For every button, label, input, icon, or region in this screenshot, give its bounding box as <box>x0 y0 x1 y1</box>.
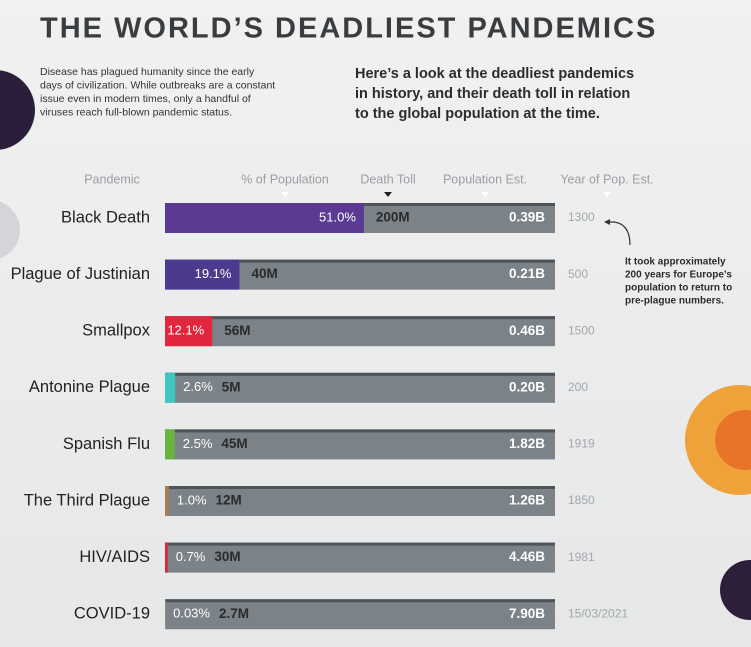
bar-top-edge <box>165 542 555 546</box>
death-toll-label: 12M <box>216 493 242 508</box>
category-label: Smallpox <box>82 322 151 340</box>
bar-top-edge <box>165 599 555 603</box>
bar-background <box>165 429 555 460</box>
annotation: It took approximately 200 years for Europ… <box>625 257 732 307</box>
column-header: Pandemic <box>84 172 140 186</box>
bar <box>165 429 175 460</box>
subtitle-line: issue even in modern times, only a handf… <box>40 93 251 105</box>
bar <box>165 259 240 290</box>
bar-top-edge <box>165 259 555 263</box>
death-toll-label: 30M <box>214 549 240 564</box>
population-label: 4.46B <box>509 549 545 564</box>
population-label: 0.39B <box>509 210 545 225</box>
percent-label: 51.0% <box>319 209 356 224</box>
population-label: 0.21B <box>509 266 545 281</box>
year-label: 200 <box>568 380 588 394</box>
row: Antonine Plague 2.6% 5M 0.20B 200 <box>29 372 588 403</box>
row: Black Death 51.0% 200M 0.39B 1300 <box>61 203 595 233</box>
population-label: 7.90B <box>509 606 545 621</box>
bar-top-edge <box>165 429 555 433</box>
annotation-line: pre-plague numbers. <box>625 296 724 307</box>
description: Here’s a look at the deadliest pandemics… <box>355 66 634 122</box>
death-toll-label: 56M <box>224 323 250 338</box>
percent-label: 0.7% <box>176 549 206 564</box>
death-toll-label: 5M <box>222 379 241 394</box>
percent-label: 2.5% <box>183 436 213 451</box>
bar-background <box>165 372 555 403</box>
bar <box>165 486 169 516</box>
annotation-line: It took approximately <box>625 257 726 268</box>
row: Smallpox 12.1% 56M 0.46B 1500 <box>82 316 595 347</box>
rows: Black Death 51.0% 200M 0.39B 1300 Plague of J… <box>11 203 628 630</box>
death-toll-label: 2.7M <box>219 606 249 621</box>
subtitle-line: Disease has plagued humanity since the e… <box>40 66 255 78</box>
percent-label: 2.6% <box>183 379 213 394</box>
column-header: Population Est. <box>443 172 527 186</box>
population-label: 1.82B <box>509 436 545 451</box>
bar-background <box>165 542 555 573</box>
percent-label: 1.0% <box>177 492 207 507</box>
year-label: 500 <box>568 267 588 281</box>
bar-top-edge <box>165 372 555 376</box>
bar <box>165 372 176 403</box>
subtitle-line: viruses reach full-blown pandemic status… <box>40 106 232 118</box>
category-label: HIV/AIDS <box>79 548 150 566</box>
column-header: % of Population <box>241 172 329 186</box>
year-label: 1981 <box>568 550 595 564</box>
percent-label: 12.1% <box>167 323 204 338</box>
category-label: Black Death <box>61 208 150 226</box>
population-label: 1.26B <box>509 493 545 508</box>
year-label: 1500 <box>568 323 595 337</box>
row: HIV/AIDS 0.7% 30M 4.46B 1981 <box>79 542 595 573</box>
bar-top-edge <box>165 486 555 489</box>
bar-background <box>165 486 555 516</box>
sort-indicator <box>384 192 392 197</box>
bar <box>165 599 166 630</box>
death-toll-label: 45M <box>221 436 247 451</box>
description-line: Here’s a look at the deadliest pandemics <box>355 66 634 82</box>
death-toll-label: 200M <box>376 210 410 225</box>
year-label: 1850 <box>568 493 595 507</box>
category-label: Antonine Plague <box>29 378 150 396</box>
population-label: 0.46B <box>509 323 545 338</box>
row: The Third Plague 1.0% 12M 1.26B 1850 <box>24 486 595 516</box>
annotation-arrow <box>606 221 631 246</box>
row: Plague of Justinian 19.1% 40M 0.21B 500 <box>11 259 588 290</box>
category-label: COVID-19 <box>74 605 150 623</box>
year-label: 1919 <box>568 437 595 451</box>
bar <box>165 316 213 347</box>
category-label: The Third Plague <box>24 491 150 509</box>
row: Spanish Flu 2.5% 45M 1.82B 1919 <box>63 429 595 460</box>
sort-indicator <box>603 192 611 197</box>
sort-indicator <box>281 192 289 197</box>
subtitle-line: days of civilization. While outbreaks ar… <box>40 79 275 91</box>
bar <box>165 542 168 573</box>
bar-top-edge <box>165 316 555 320</box>
percent-label: 0.03% <box>173 606 210 621</box>
description-line: to the global population at the time. <box>355 106 600 122</box>
year-label: 15/03/2021 <box>568 606 628 620</box>
annotation-arrowhead <box>604 219 610 225</box>
category-label: Spanish Flu <box>63 435 150 453</box>
bar-background <box>165 316 555 347</box>
bar-background <box>165 599 555 630</box>
bar <box>165 203 364 233</box>
percent-label: 19.1% <box>195 266 232 281</box>
subtitle: Disease has plagued humanity since the e… <box>40 66 275 119</box>
decoration <box>0 70 751 620</box>
population-label: 0.20B <box>509 379 545 394</box>
row: COVID-19 0.03% 2.7M 7.90B 15/03/2021 <box>74 599 628 630</box>
annotation-line: 200 years for Europe’s <box>625 270 732 281</box>
category-label: Plague of Justinian <box>11 265 150 283</box>
column-headers: Pandemic % of Population Death Toll Populat… <box>84 172 654 197</box>
year-label: 1300 <box>568 210 595 224</box>
column-header: Year of Pop. Est. <box>560 172 653 186</box>
column-header: Death Toll <box>360 172 415 186</box>
annotation-line: population to return to <box>625 283 732 294</box>
death-toll-label: 40M <box>251 266 277 281</box>
description-line: in history, and their death toll in rela… <box>355 86 630 102</box>
sort-indicator <box>481 192 489 197</box>
title: THE WORLD’S DEADLIEST PANDEMICS <box>40 13 657 45</box>
